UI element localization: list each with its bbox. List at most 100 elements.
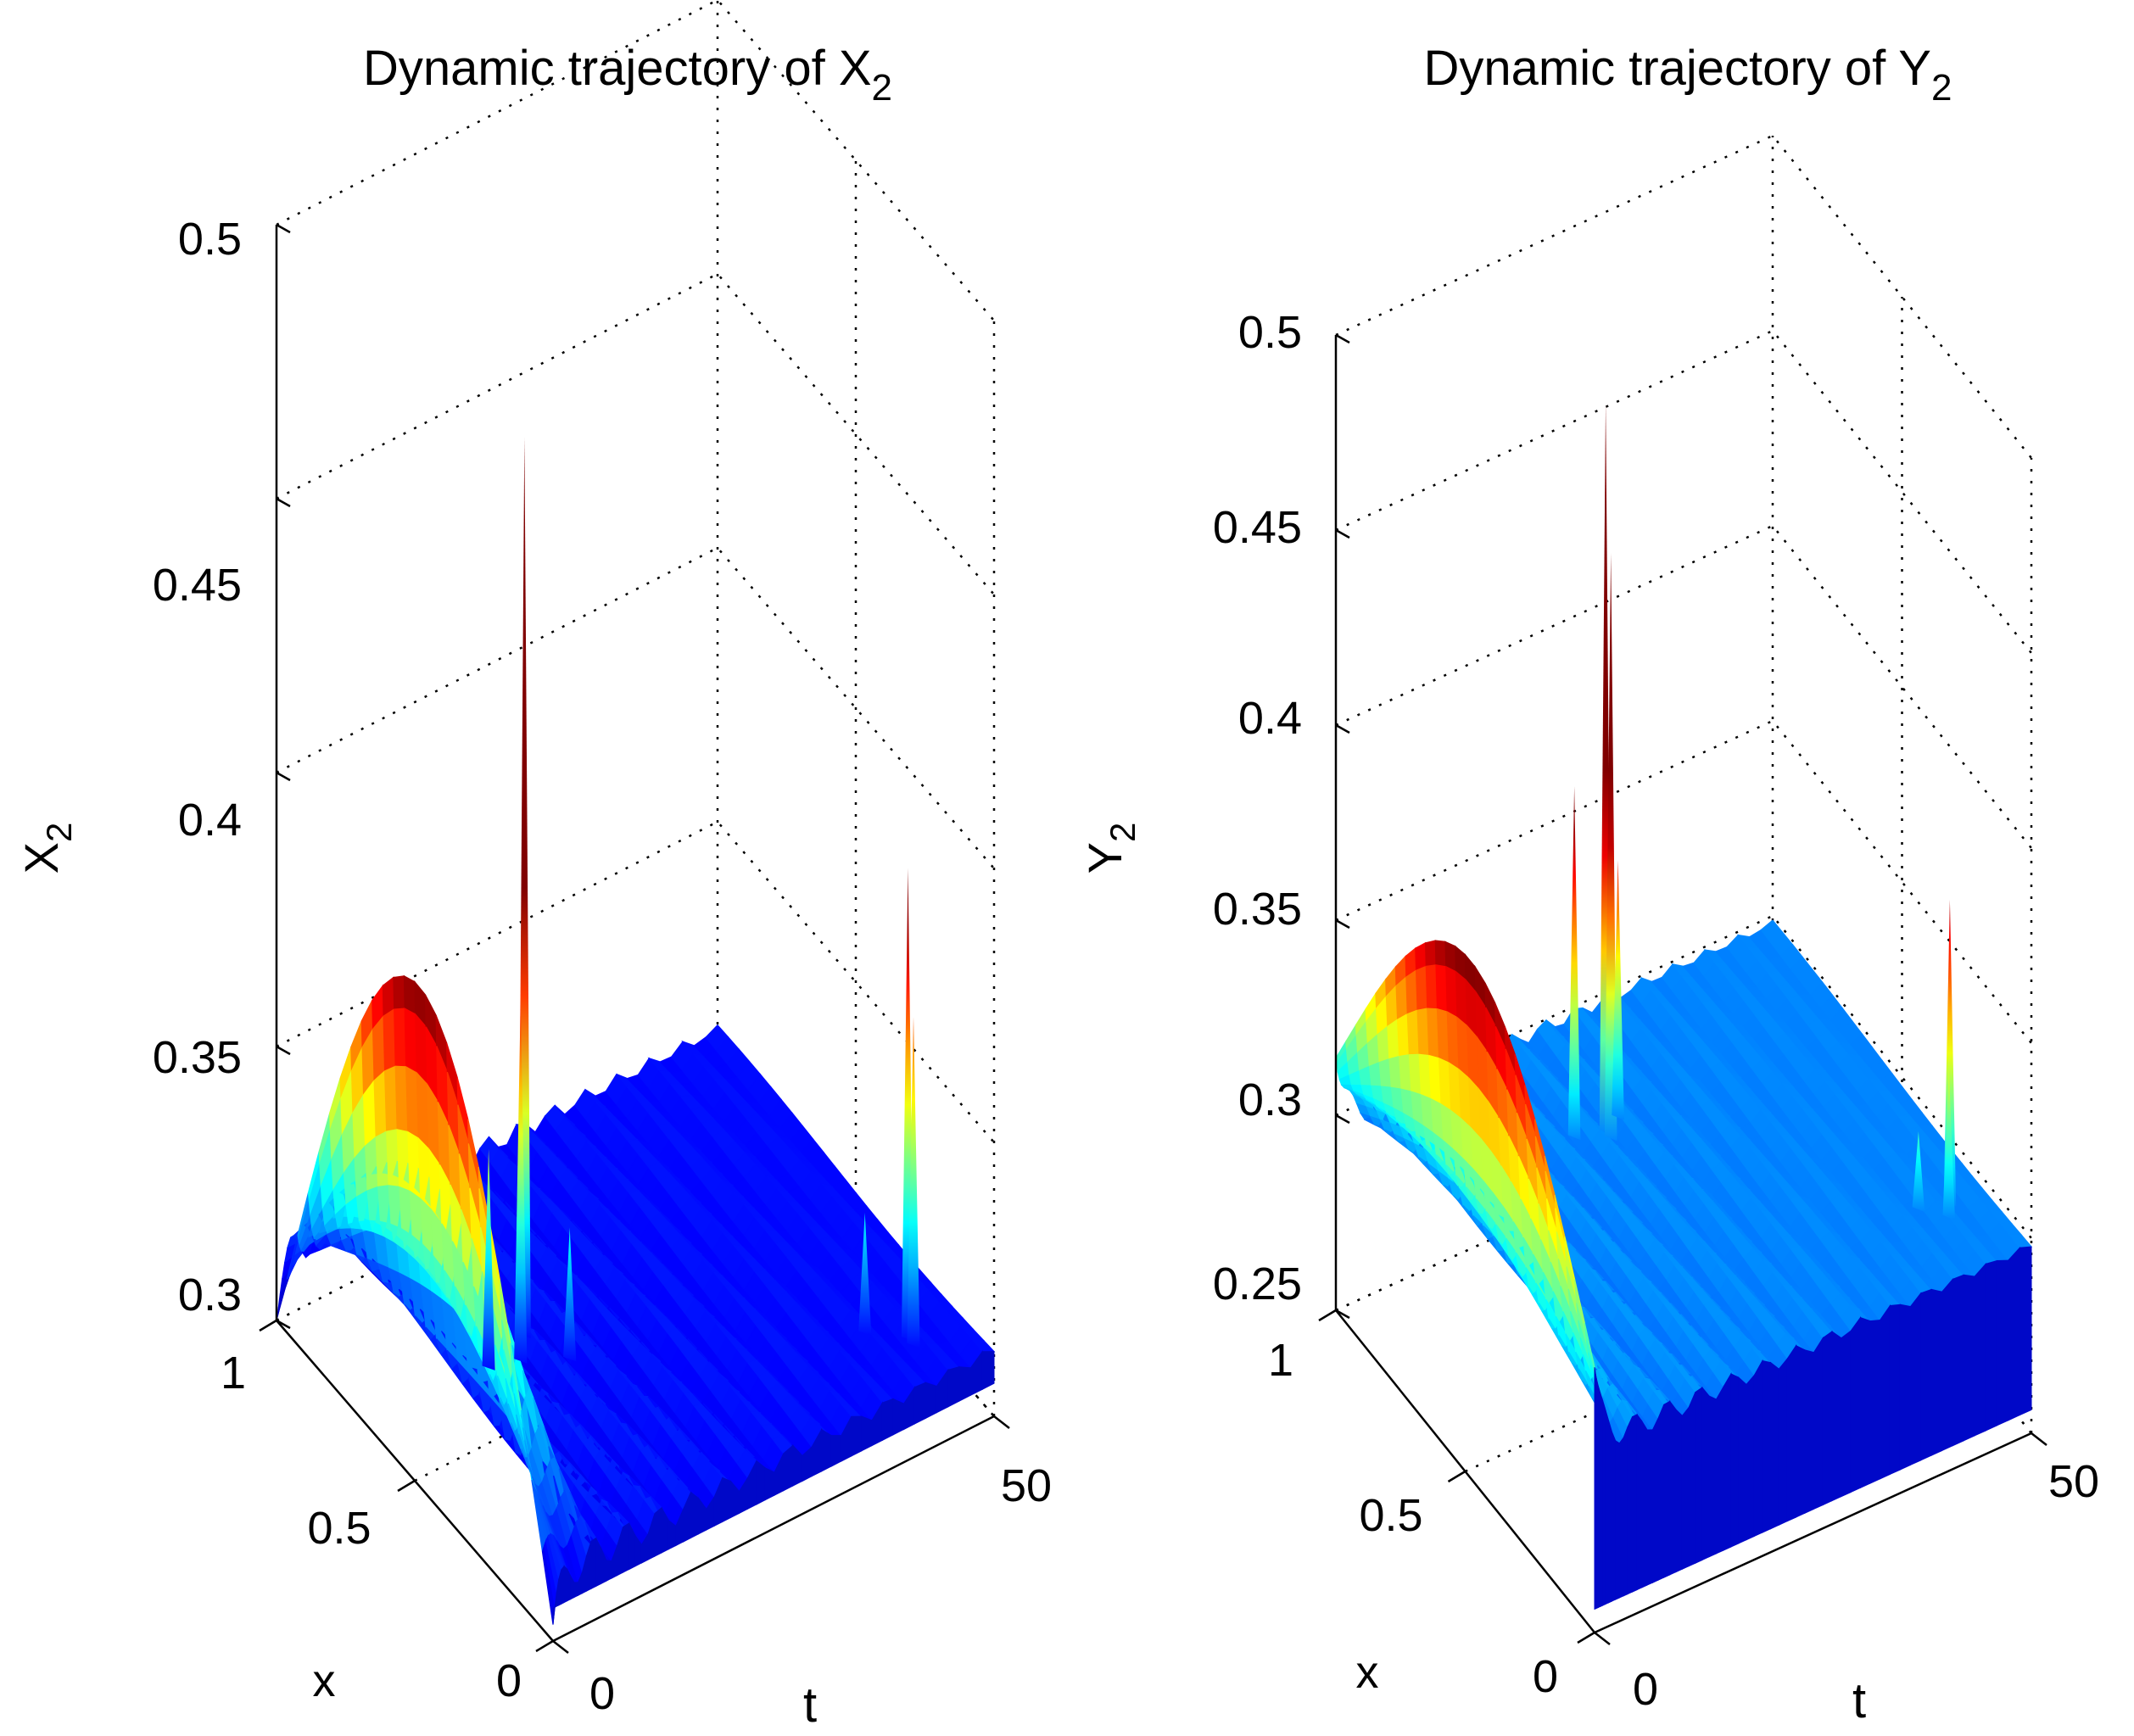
surface-patch (383, 1008, 396, 1072)
surface-skirt (1618, 1436, 1624, 1599)
surface-patch (1425, 964, 1438, 1010)
surface-skirt (573, 1582, 579, 1599)
surface-skirt (1963, 1274, 1975, 1442)
surface-skirt (851, 1415, 863, 1457)
svg-text:Y2: Y2 (1078, 823, 1142, 874)
surface-skirt (690, 1491, 699, 1539)
x-tick (1577, 1631, 1595, 1644)
surface-skirt (1850, 1316, 1861, 1493)
surface-skirt (981, 1351, 995, 1391)
panel-x2: Dynamic trajectory of X2 X2 0.5 0.45 0.4… (14, 0, 1052, 1733)
surface-skirt (1716, 1385, 1724, 1555)
surface-skirt (1608, 1420, 1612, 1604)
z-tick (1335, 1114, 1350, 1125)
surface-skirt (830, 1435, 842, 1467)
panel-x2-surface (276, 437, 996, 1625)
t-axis-line (552, 1415, 995, 1643)
z-tick (1335, 1309, 1350, 1320)
surface-skirt (1813, 1336, 1824, 1510)
x-tick-label: 0 (496, 1655, 522, 1706)
panel-y2-surface (1335, 402, 2033, 1610)
surface-skirt (1996, 1259, 2009, 1426)
z-tick-label: 0.35 (1213, 884, 1302, 935)
surface-skirt (1641, 1420, 1648, 1588)
surface-skirt (1738, 1376, 1747, 1544)
surface-skirt (1841, 1330, 1852, 1498)
svg-text:X2: X2 (14, 823, 79, 874)
surface-skirt (1880, 1303, 1891, 1480)
surface-skirt (1623, 1426, 1628, 1597)
surface-skirt (1746, 1374, 1755, 1541)
surface-patch (1415, 965, 1428, 1011)
surface-skirt (1605, 1409, 1610, 1605)
surface-skirt (1974, 1262, 1986, 1437)
x-tick (1447, 1470, 1466, 1483)
t-tick-label: 50 (2048, 1456, 2099, 1507)
z-tick-label: 0.45 (1213, 502, 1302, 553)
surface-skirt (1615, 1439, 1620, 1600)
panel-y2-xlabel: x (1356, 1647, 1379, 1698)
panel-x2-grid (276, 0, 996, 1482)
z-tick-label: 0.5 (178, 214, 242, 265)
z-tick-label: 0.3 (1238, 1075, 1302, 1125)
panel-y2-tlabel: t (1852, 1673, 1866, 1728)
surface-skirt (881, 1398, 894, 1442)
z-tick-label: 0.25 (1213, 1259, 1302, 1309)
t-tick (1594, 1632, 1611, 1645)
surface-skirt (892, 1398, 905, 1436)
surface-skirt (1930, 1288, 1943, 1456)
x-tick (259, 1319, 277, 1332)
z-tick (276, 1045, 291, 1056)
panel-x2-axes (259, 223, 1010, 1654)
surface-patch (393, 975, 405, 1010)
surface-patch (394, 1008, 407, 1068)
panel-y2-title: Dynamic trajectory of Y2 (1424, 41, 1952, 109)
z-tick (276, 1319, 291, 1330)
surface-skirt (783, 1444, 794, 1492)
surface-skirt (1723, 1372, 1732, 1551)
surface-skirt (756, 1460, 766, 1505)
x-tick-label: 1 (221, 1348, 246, 1398)
surface-skirt (821, 1428, 832, 1472)
surface-skirt (1822, 1331, 1833, 1506)
surface-skirt (1612, 1432, 1617, 1602)
t-tick-label: 0 (589, 1668, 615, 1719)
surface-skirt (1646, 1429, 1653, 1586)
surface-skirt (947, 1366, 960, 1408)
surface-skirt (1627, 1416, 1634, 1595)
surface-skirt (722, 1476, 732, 1523)
z-tick (1335, 528, 1350, 539)
surface-skirt (1663, 1400, 1671, 1578)
surface-skirt (1941, 1277, 1953, 1452)
t-tick (552, 1640, 569, 1654)
surface-skirt (1632, 1414, 1638, 1593)
surface-skirt (1920, 1288, 1932, 1461)
surface-skirt (668, 1519, 677, 1550)
z-tick-label: 0.4 (178, 795, 242, 846)
surface-skirt (1804, 1349, 1814, 1514)
panel-y2-axes (1318, 333, 2047, 1645)
z-tick (1335, 333, 1350, 344)
t-tick-label: 0 (1633, 1664, 1658, 1715)
surface-skirt (1985, 1259, 1997, 1432)
z-tick (276, 497, 291, 508)
surface-patch (1405, 969, 1418, 1015)
x-tick-label: 0.5 (307, 1503, 371, 1554)
surface-skirt (1688, 1392, 1696, 1567)
panel-y2-zlabel: Y2 (1078, 823, 1142, 874)
panel-y2: Dynamic trajectory of Y2 Y2 0.5 0.45 0.4… (1078, 41, 2099, 1728)
t-axis-line (1594, 1432, 2032, 1634)
surface-skirt (1889, 1303, 1901, 1476)
surface-skirt (654, 1506, 662, 1557)
surface-skirt (1786, 1344, 1797, 1522)
z-tick-label: 0.3 (178, 1270, 242, 1320)
surface-skirt (1778, 1357, 1788, 1526)
z-tick-label: 0.35 (153, 1032, 242, 1083)
surface-skirt (1910, 1292, 1922, 1466)
surface-skirt (1899, 1303, 1911, 1471)
panel-x2-xlabel: x (313, 1655, 336, 1706)
surface-skirt (1831, 1331, 1842, 1502)
surface-skirt (1730, 1373, 1740, 1548)
surface-skirt (925, 1382, 937, 1420)
surface-skirt (861, 1415, 873, 1452)
